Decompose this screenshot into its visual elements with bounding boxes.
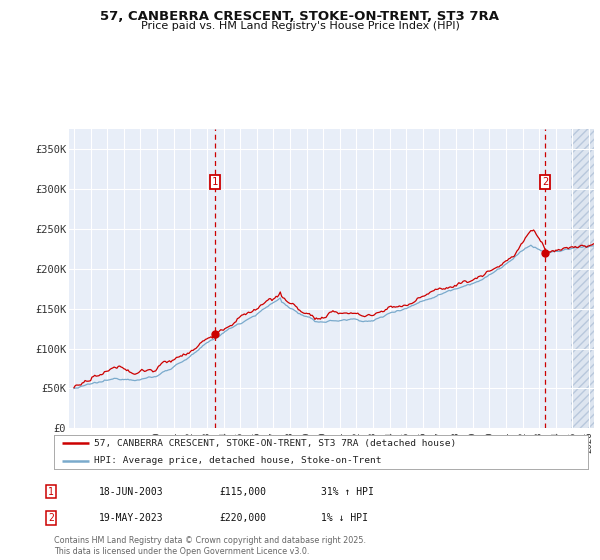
Text: 57, CANBERRA CRESCENT, STOKE-ON-TRENT, ST3 7RA: 57, CANBERRA CRESCENT, STOKE-ON-TRENT, S… <box>101 10 499 23</box>
Text: 2: 2 <box>542 178 548 188</box>
Text: 1: 1 <box>48 487 54 497</box>
Text: 18-JUN-2003: 18-JUN-2003 <box>99 487 164 497</box>
Text: 31% ↑ HPI: 31% ↑ HPI <box>321 487 374 497</box>
Text: 1% ↓ HPI: 1% ↓ HPI <box>321 513 368 523</box>
Text: 1: 1 <box>211 178 218 188</box>
Polygon shape <box>571 129 594 428</box>
Text: 2: 2 <box>48 513 54 523</box>
Text: 57, CANBERRA CRESCENT, STOKE-ON-TRENT, ST3 7RA (detached house): 57, CANBERRA CRESCENT, STOKE-ON-TRENT, S… <box>94 438 457 448</box>
Text: 19-MAY-2023: 19-MAY-2023 <box>99 513 164 523</box>
Text: Contains HM Land Registry data © Crown copyright and database right 2025.
This d: Contains HM Land Registry data © Crown c… <box>54 536 366 556</box>
Text: Price paid vs. HM Land Registry's House Price Index (HPI): Price paid vs. HM Land Registry's House … <box>140 21 460 31</box>
Text: HPI: Average price, detached house, Stoke-on-Trent: HPI: Average price, detached house, Stok… <box>94 456 382 465</box>
Text: £115,000: £115,000 <box>219 487 266 497</box>
Text: £220,000: £220,000 <box>219 513 266 523</box>
